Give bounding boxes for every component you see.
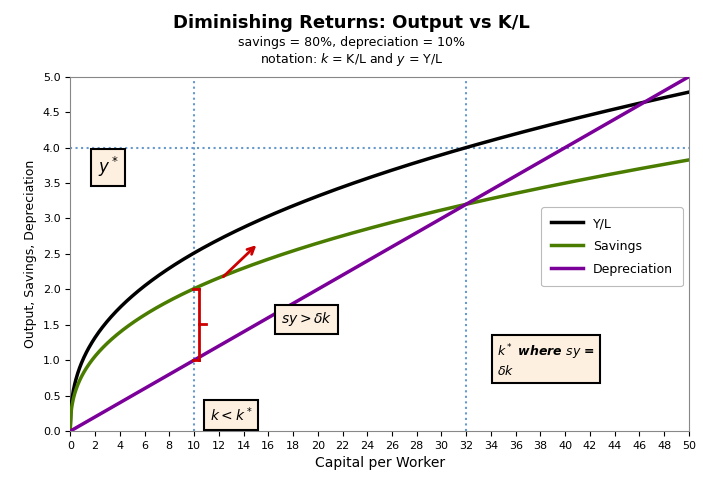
Legend: Y/L, Savings, Depreciation: Y/L, Savings, Depreciation <box>541 207 683 286</box>
Y-axis label: Output, Savings, Depreciation: Output, Savings, Depreciation <box>25 160 37 348</box>
Text: $sy > \delta k$: $sy > \delta k$ <box>280 310 332 328</box>
Depreciation <box>685 74 693 80</box>
X-axis label: Capital per Worker: Capital per Worker <box>314 456 445 470</box>
Savings <box>491 195 499 201</box>
Line: Y/L: Y/L <box>70 92 689 427</box>
Savings <box>129 319 138 325</box>
Text: Diminishing Returns: Output vs K/L: Diminishing Returns: Output vs K/L <box>173 14 530 33</box>
Savings <box>685 157 693 163</box>
Savings <box>66 425 75 431</box>
Y/L <box>560 118 568 124</box>
Y/L <box>339 184 347 190</box>
Y/L <box>66 424 75 430</box>
Depreciation <box>129 392 138 398</box>
Line: Savings: Savings <box>70 160 689 428</box>
Depreciation <box>339 272 347 278</box>
Y/L <box>316 192 325 198</box>
Text: savings = 80%, depreciation = 10%: savings = 80%, depreciation = 10% <box>238 35 465 48</box>
Line: Depreciation: Depreciation <box>70 77 689 431</box>
Y/L <box>685 89 693 95</box>
Depreciation <box>491 185 499 191</box>
Y/L <box>548 121 557 127</box>
Depreciation <box>66 428 75 434</box>
Savings <box>548 182 557 188</box>
Y/L <box>129 292 138 298</box>
Depreciation <box>560 146 568 151</box>
Depreciation <box>548 152 557 158</box>
Text: $y^*$: $y^*$ <box>98 155 118 180</box>
Depreciation <box>316 285 325 291</box>
Y/L <box>491 137 499 142</box>
Text: notation: $k$ = K/L and $y$ = Y/L: notation: $k$ = K/L and $y$ = Y/L <box>260 51 443 68</box>
Savings <box>339 233 347 239</box>
Text: $k < k^*$: $k < k^*$ <box>210 406 252 424</box>
Text: $k^*$ where $sy$ =
$\delta k$: $k^*$ where $sy$ = $\delta k$ <box>497 342 595 378</box>
Savings <box>560 181 568 186</box>
Savings <box>316 240 325 245</box>
